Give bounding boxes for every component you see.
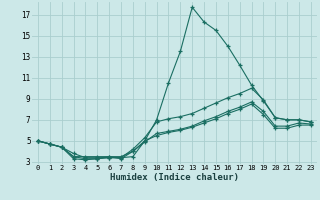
X-axis label: Humidex (Indice chaleur): Humidex (Indice chaleur) [110,173,239,182]
